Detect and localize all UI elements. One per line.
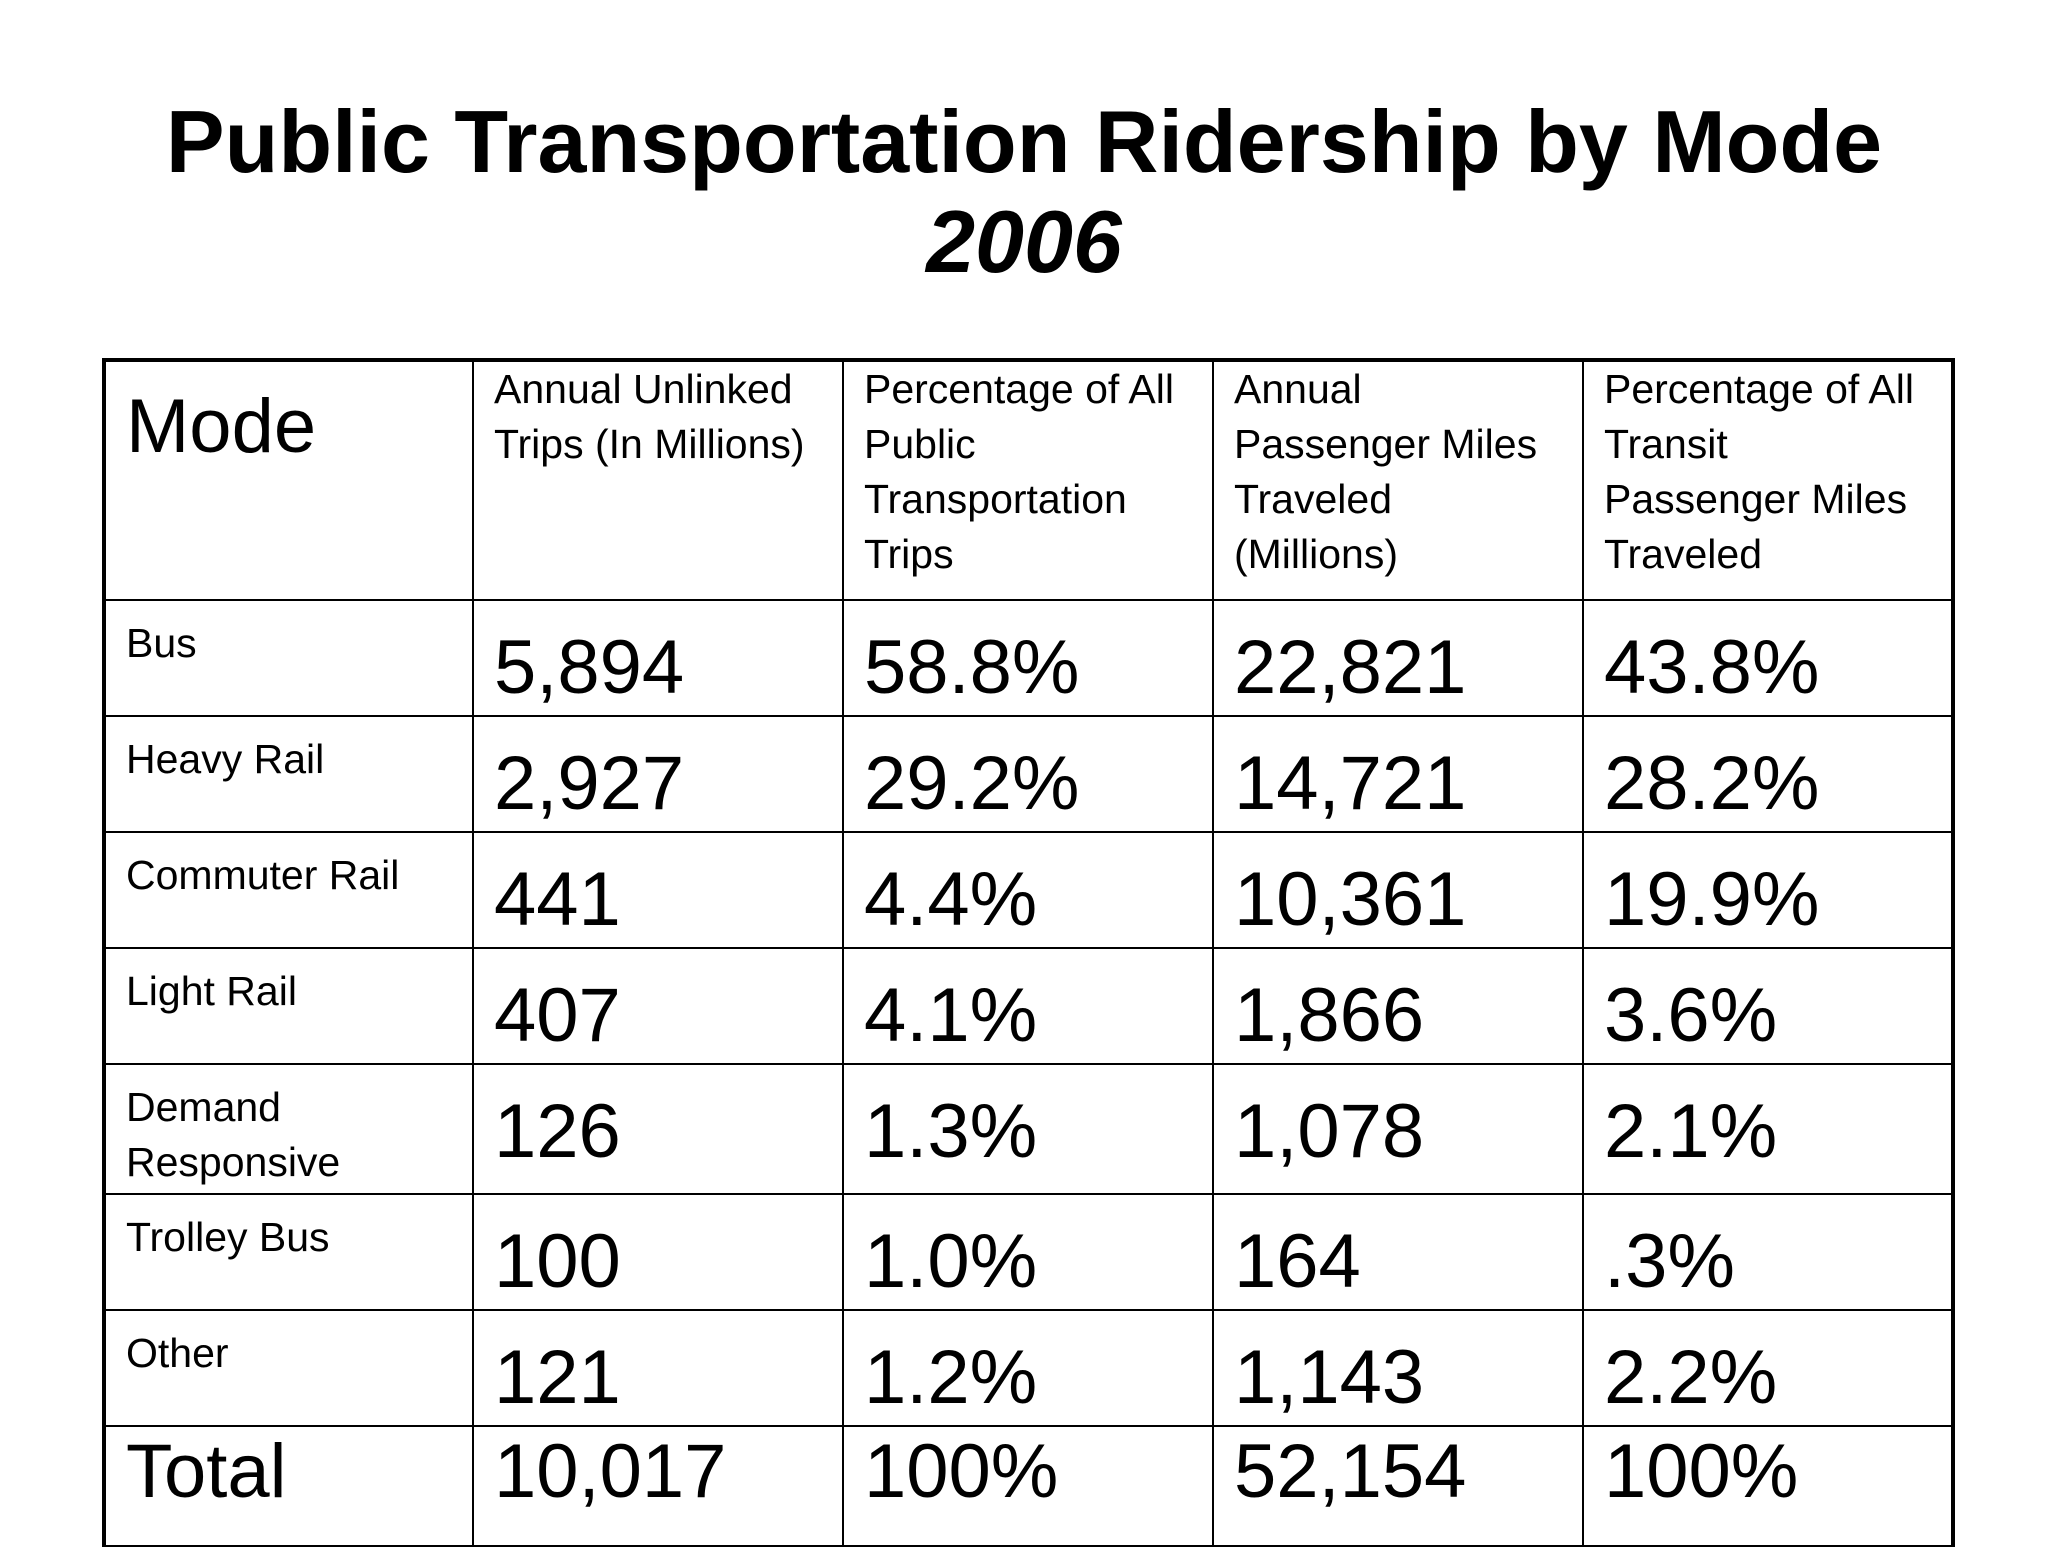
title-text: Public Transportation Ridership by Mode (165, 92, 1883, 191)
table-row: Bus 5,894 58.8% 22,821 43.8% (102, 599, 1955, 717)
trips-cell: 100 (472, 1193, 844, 1311)
table-row: Demand Responsive 126 1.3% 1,078 2.1% (102, 1063, 1955, 1195)
trips-pct-cell: 1.3% (842, 1063, 1214, 1195)
miles-pct-cell: 28.2% (1582, 715, 1955, 833)
trips-pct-cell: 4.1% (842, 947, 1214, 1065)
trips-pct-cell: 1.0% (842, 1193, 1214, 1311)
trips-cell: 121 (472, 1309, 844, 1427)
table-row: Trolley Bus 100 1.0% 164 .3% (102, 1193, 1955, 1311)
table-row: Light Rail 407 4.1% 1,866 3.6% (102, 947, 1955, 1065)
table-header-row: Mode Annual Unlinked Trips (In Millions)… (102, 358, 1955, 601)
trips-cell: 441 (472, 831, 844, 949)
miles-cell: 22,821 (1212, 599, 1584, 717)
total-miles-pct-cell: 100% (1582, 1425, 1955, 1547)
table-row: Heavy Rail 2,927 29.2% 14,721 28.2% (102, 715, 1955, 833)
miles-cell: 1,143 (1212, 1309, 1584, 1427)
trips-cell: 2,927 (472, 715, 844, 833)
table-row: Commuter Rail 441 4.4% 10,361 19.9% (102, 831, 1955, 949)
mode-cell: Light Rail (102, 947, 474, 1065)
miles-cell: 164 (1212, 1193, 1584, 1311)
trips-cell: 407 (472, 947, 844, 1065)
total-row: Total 10,017 100% 52,154 100% (102, 1425, 1955, 1547)
trips-pct-cell: 1.2% (842, 1309, 1214, 1427)
trips-cell: 126 (472, 1063, 844, 1195)
header-mode: Mode (102, 358, 474, 601)
mode-cell: Demand Responsive (102, 1063, 474, 1195)
miles-cell: 10,361 (1212, 831, 1584, 949)
subtitle-year: 2006 (926, 192, 1122, 291)
miles-pct-cell: 2.2% (1582, 1309, 1955, 1427)
table-row: Other 121 1.2% 1,143 2.2% (102, 1309, 1955, 1427)
header-passenger-miles: Annual Passenger Miles Traveled (Million… (1212, 358, 1584, 601)
header-unlinked-trips: Annual Unlinked Trips (In Millions) (472, 358, 844, 601)
mode-cell: Heavy Rail (102, 715, 474, 833)
total-miles-cell: 52,154 (1212, 1425, 1584, 1547)
total-trips-pct-cell: 100% (842, 1425, 1214, 1547)
total-label: Total (102, 1425, 474, 1547)
miles-cell: 1,866 (1212, 947, 1584, 1065)
miles-pct-cell: 19.9% (1582, 831, 1955, 949)
trips-pct-cell: 4.4% (842, 831, 1214, 949)
mode-cell: Other (102, 1309, 474, 1427)
miles-pct-cell: .3% (1582, 1193, 1955, 1311)
miles-pct-cell: 43.8% (1582, 599, 1955, 717)
miles-cell: 14,721 (1212, 715, 1584, 833)
miles-pct-cell: 3.6% (1582, 947, 1955, 1065)
miles-pct-cell: 2.1% (1582, 1063, 1955, 1195)
ridership-table: Mode Annual Unlinked Trips (In Millions)… (102, 358, 1955, 1547)
header-miles-percentage: Percentage of All Transit Passenger Mile… (1582, 358, 1955, 601)
total-trips-cell: 10,017 (472, 1425, 844, 1547)
miles-cell: 1,078 (1212, 1063, 1584, 1195)
trips-pct-cell: 29.2% (842, 715, 1214, 833)
trips-cell: 5,894 (472, 599, 844, 717)
mode-cell: Bus (102, 599, 474, 717)
slide-title: Public Transportation Ridership by Mode … (0, 92, 2048, 292)
mode-cell: Trolley Bus (102, 1193, 474, 1311)
mode-cell: Commuter Rail (102, 831, 474, 949)
header-trips-percentage: Percentage of All Public Transportation … (842, 358, 1214, 601)
trips-pct-cell: 58.8% (842, 599, 1214, 717)
